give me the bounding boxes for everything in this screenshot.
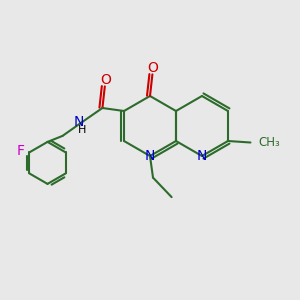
Text: O: O: [100, 73, 111, 87]
Text: F: F: [17, 144, 25, 158]
Text: N: N: [74, 115, 84, 129]
Text: N: N: [197, 149, 207, 163]
Text: N: N: [145, 149, 155, 163]
Text: CH₃: CH₃: [258, 136, 280, 149]
Text: H: H: [78, 125, 86, 135]
Text: O: O: [147, 61, 158, 75]
